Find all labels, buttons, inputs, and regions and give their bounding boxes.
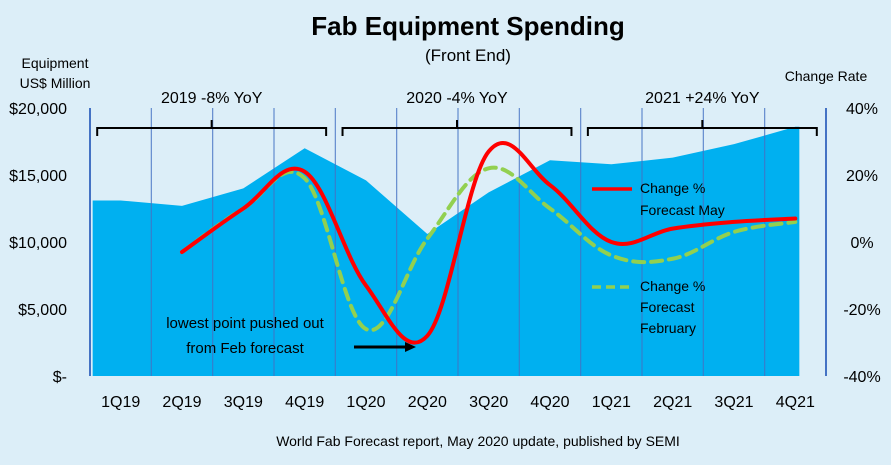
y-left-tick-label: $5,000 bbox=[18, 302, 67, 319]
legend-label-may-line-1: Change % bbox=[640, 180, 705, 196]
year-bracket-label: 2020 -4% YoY bbox=[406, 90, 508, 107]
callout-line-1: lowest point pushed out bbox=[166, 315, 324, 332]
callout-arrow bbox=[354, 342, 416, 352]
y-right-tick-label: -40% bbox=[843, 369, 880, 386]
x-tick-label: 1Q21 bbox=[592, 394, 631, 411]
x-tick-label: 1Q19 bbox=[101, 394, 140, 411]
legend-label-february-line-1: Change % bbox=[640, 278, 705, 294]
x-tick-label: 3Q21 bbox=[714, 394, 753, 411]
x-tick-label: 4Q21 bbox=[776, 394, 815, 411]
x-tick-label: 2Q19 bbox=[162, 394, 201, 411]
y-right-tick-label: 20% bbox=[846, 168, 878, 185]
y-left-label-line-2: US$ Million bbox=[20, 75, 91, 91]
chart-title: Fab Equipment Spending bbox=[311, 11, 624, 41]
x-tick-label: 4Q20 bbox=[530, 394, 569, 411]
year-bracket-label: 2021 +24% YoY bbox=[645, 90, 760, 107]
year-bracket bbox=[341, 127, 573, 136]
y-left-tick-label: $- bbox=[53, 369, 67, 386]
x-tick-label: 3Q20 bbox=[469, 394, 508, 411]
legend: Change % Forecast May Change % Forecast … bbox=[592, 180, 725, 336]
x-tick-label: 4Q19 bbox=[285, 394, 324, 411]
source-note: World Fab Forecast report, May 2020 upda… bbox=[276, 433, 680, 449]
chart-subtitle: (Front End) bbox=[425, 46, 511, 65]
y-right-tick-label: 40% bbox=[846, 101, 878, 118]
callout-line-2: from Feb forecast bbox=[186, 340, 304, 357]
x-tick-label: 3Q19 bbox=[224, 394, 263, 411]
legend-label-february-line-3: February bbox=[640, 320, 696, 336]
year-bracket-label: 2019 -8% YoY bbox=[161, 90, 263, 107]
y-right-label: Change Rate bbox=[785, 68, 868, 84]
y-left-label-line-1: Equipment bbox=[22, 55, 89, 71]
x-tick-label: 1Q20 bbox=[346, 394, 385, 411]
x-tick-label: 2Q21 bbox=[653, 394, 692, 411]
y-right-tick-label: -20% bbox=[843, 302, 880, 319]
legend-label-february-line-2: Forecast bbox=[640, 299, 695, 315]
year-bracket bbox=[96, 127, 328, 136]
line-forecast-february bbox=[180, 165, 798, 333]
y-right-tick-label: 0% bbox=[850, 235, 873, 252]
legend-label-may-line-2: Forecast May bbox=[640, 202, 725, 218]
y-left-tick-label: $20,000 bbox=[9, 101, 67, 118]
x-tick-label: 2Q20 bbox=[408, 394, 447, 411]
y-left-tick-label: $15,000 bbox=[9, 168, 67, 185]
y-left-tick-label: $10,000 bbox=[9, 235, 67, 252]
line-forecast-may bbox=[180, 141, 798, 345]
